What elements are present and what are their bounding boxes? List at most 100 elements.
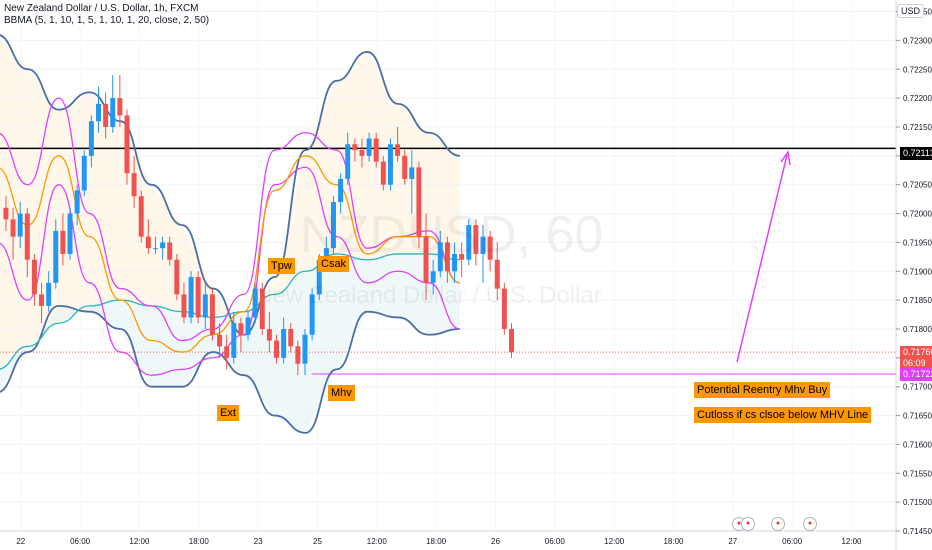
candle	[416, 161, 422, 249]
candle	[53, 219, 59, 289]
candle	[409, 150, 415, 214]
candle-body	[174, 259, 180, 295]
x-tick-label: 06:00	[545, 537, 566, 546]
candle-body	[380, 161, 386, 185]
x-tick-label: 12:00	[604, 537, 625, 546]
legend: New Zealand Dollar / U.S. Dollar, 1h, FX…	[4, 3, 209, 27]
annotation-ext[interactable]: Ext	[217, 405, 239, 421]
economic-event-icon[interactable]: ●	[741, 517, 755, 531]
candle-body	[352, 144, 358, 151]
candle	[81, 150, 87, 197]
candle	[145, 219, 151, 254]
candle	[238, 317, 244, 353]
x-tick-label: 25	[313, 537, 322, 546]
candle	[31, 253, 37, 306]
candle-body	[31, 259, 37, 295]
annotation-mhv[interactable]: Mhv	[328, 385, 355, 401]
candle	[387, 138, 393, 191]
candle	[152, 236, 158, 254]
candle-body	[359, 150, 365, 156]
wma-lo-line	[0, 166, 461, 376]
candle-body	[245, 317, 251, 335]
y-tick-label: 0.71650	[903, 412, 932, 421]
candle	[501, 282, 507, 335]
candle	[131, 155, 137, 208]
note-reentry[interactable]: Potential Reentry Mhv Buy	[694, 382, 831, 398]
candle-body	[160, 242, 166, 249]
candle	[459, 242, 465, 278]
candle-body	[366, 138, 372, 156]
candle-body	[3, 207, 9, 220]
candle-body	[452, 253, 458, 272]
x-tick-label: 12:00	[367, 537, 388, 546]
y-tick-label: 0.72250	[903, 65, 932, 74]
currency-button[interactable]: USD	[896, 4, 924, 18]
candle-body	[103, 103, 109, 127]
candle-body	[96, 103, 101, 122]
x-tick-label: 06:00	[70, 537, 91, 546]
candle-body	[17, 213, 23, 237]
watermark-name: New Zealand Dollar / U.S. Dollar	[255, 282, 602, 309]
x-tick-label: 22	[16, 537, 25, 546]
candle-body	[330, 202, 336, 249]
candle	[10, 207, 16, 260]
x-axis: 22 06:00 12:00 18:00 23 25 12:00 18:00 26 06:00 12…	[16, 537, 862, 546]
candle	[195, 271, 201, 324]
candle	[274, 334, 280, 364]
arrow-shaft	[736, 154, 788, 363]
candle-body	[145, 236, 151, 249]
candle-body	[88, 121, 94, 156]
candle	[224, 334, 230, 370]
candle	[217, 323, 223, 358]
x-tick-label: 12:00	[129, 537, 150, 546]
candle-body	[46, 282, 52, 306]
economic-event-icon[interactable]: ●	[803, 517, 817, 531]
watermark-symbol: NZDUSD, 60	[300, 206, 604, 264]
candle-body	[181, 294, 187, 318]
candle-body	[395, 144, 401, 156]
y-tick-label: 0.71500	[903, 498, 932, 507]
candle	[359, 138, 365, 168]
candle-body	[167, 242, 173, 260]
candle-body	[437, 242, 443, 272]
y-tick-label: 0.71850	[903, 296, 932, 305]
y-tick-label: 0.72000	[903, 210, 932, 219]
candle	[494, 242, 500, 301]
candle	[302, 328, 308, 376]
candle-body	[188, 277, 194, 318]
candle-body	[231, 323, 237, 358]
candle-body	[409, 167, 415, 179]
candle	[366, 132, 372, 162]
y-tick-label: 0.71800	[903, 325, 932, 334]
candle-body	[39, 294, 45, 306]
candle	[124, 109, 130, 185]
lower-band-line	[0, 305, 460, 434]
candles	[3, 75, 514, 376]
candle	[259, 282, 265, 335]
candle	[508, 323, 514, 358]
candle	[295, 340, 301, 376]
y-tick-label: 0.71700	[903, 383, 932, 392]
candle	[437, 230, 443, 278]
note-cutloss[interactable]: Cutloss if cs clsoe below MHV Line	[694, 407, 872, 423]
candle-body	[67, 213, 73, 254]
candle	[395, 126, 401, 162]
candle	[138, 190, 144, 243]
candle-body	[508, 328, 514, 353]
candle	[330, 196, 336, 254]
y-tick-label: 0.72150	[903, 123, 932, 132]
candle-body	[252, 288, 258, 318]
y-tick-label: 0.72300	[903, 36, 932, 45]
legend-indicator[interactable]: BBMA (5, 1, 10, 1, 5, 1, 10, 1, 20, clos…	[4, 15, 210, 26]
legend-symbol[interactable]: New Zealand Dollar / U.S. Dollar, 1h, FX…	[4, 3, 199, 14]
candle-body	[209, 294, 215, 335]
y-tick-label: 0.72200	[903, 94, 932, 103]
candle	[402, 150, 408, 185]
annotation-tpw[interactable]: Tpw	[268, 258, 295, 274]
candle	[473, 219, 479, 266]
candle-body	[238, 323, 244, 335]
candle-body	[60, 230, 66, 254]
annotation-csak[interactable]: Csak	[318, 256, 350, 272]
economic-event-icon[interactable]: ●	[771, 517, 785, 531]
